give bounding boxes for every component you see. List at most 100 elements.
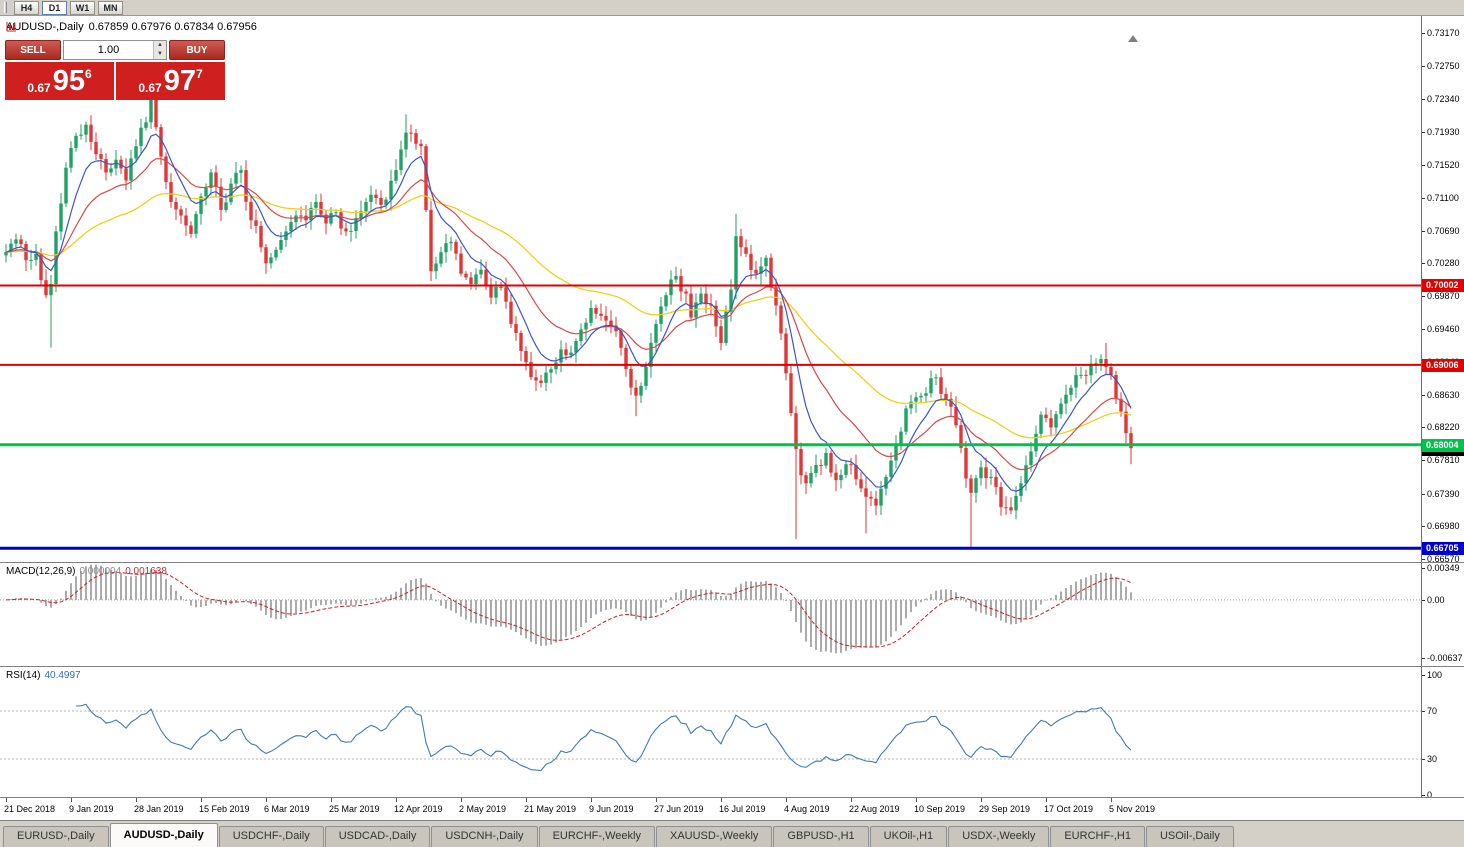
date-axis-label: 4 Aug 2019 (784, 804, 830, 814)
volume-value[interactable]: 1.00 (97, 44, 120, 56)
price-axis-label: 0.71520 (1427, 160, 1460, 170)
chart-tab[interactable]: USDCNH-,Daily (431, 826, 538, 847)
macd-axis-tick (1422, 600, 1425, 601)
date-axis-tick (266, 798, 267, 802)
bid-price-pips: 95 (52, 65, 85, 97)
chart-tab[interactable]: AUDUSD-,Daily (109, 823, 218, 847)
rsi-axis[interactable]: 100 70 30 0 (1421, 667, 1464, 800)
price-chart-panel: 0.73170 0.72750 0.72340 0.71930 0.71520 0.711… (0, 16, 1464, 564)
rsi-axis-tick (1422, 759, 1425, 760)
chart-tab[interactable]: USDX-,Weekly (948, 826, 1050, 847)
date-axis-label: 27 Jun 2019 (654, 804, 704, 814)
date-axis-label: 10 Sep 2019 (914, 804, 966, 814)
date-axis-label: 22 Aug 2019 (849, 804, 900, 814)
macd-histogram (10, 564, 1132, 654)
panel-splitter[interactable] (0, 797, 1464, 798)
sell-button[interactable]: SELL (5, 40, 61, 60)
price-axis-tick (1422, 132, 1425, 133)
price-axis-label: 0.68630 (1427, 390, 1460, 400)
chart-tab[interactable]: EURUSD-,Daily (3, 826, 109, 847)
horizontal-levels[interactable] (0, 284, 1421, 550)
price-level-badge: 0.68004 (1422, 439, 1464, 452)
price-axis-label: 0.66980 (1427, 521, 1460, 531)
date-axis-tick (396, 798, 397, 802)
rsi-label: RSI(14) 40.4997 (6, 670, 81, 681)
one-click-price-row: 0.67 95 6 0.67 97 7 (5, 62, 225, 100)
chart-tab[interactable]: USOil-,Daily (1145, 826, 1234, 847)
price-axis-label: 0.71930 (1427, 127, 1460, 137)
price-axis[interactable]: 0.73170 0.72750 0.72340 0.71930 0.71520 0.711… (1421, 16, 1464, 564)
rsi-canvas[interactable] (0, 667, 1421, 797)
volume-field[interactable]: 1.00 ▲ ▼ (63, 40, 167, 60)
volume-down-arrow[interactable]: ▼ (154, 50, 166, 59)
price-axis-label: 0.67810 (1427, 455, 1460, 465)
bid-price[interactable]: 0.67 95 6 (5, 62, 114, 100)
price-axis-label: 0.69460 (1427, 324, 1460, 334)
price-level-badge: 0.66705 (1422, 542, 1464, 555)
date-axis-tick (136, 798, 137, 802)
chart-tab[interactable]: GBPUSD-,H1 (773, 826, 869, 847)
date-axis-label: 17 Oct 2019 (1044, 804, 1094, 814)
date-axis-label: 16 Jul 2019 (719, 804, 766, 814)
price-level-badge: 0.69006 (1422, 359, 1464, 372)
timeframe-button-mn[interactable]: MN (98, 0, 123, 15)
macd-indicator-name: MACD(12,26,9) (6, 566, 76, 577)
ask-price-prefix: 0.67 (138, 81, 162, 95)
rsi-indicator-name: RSI(14) (6, 670, 41, 681)
buy-button[interactable]: BUY (169, 40, 225, 60)
date-axis-label: 25 Mar 2019 (329, 804, 380, 814)
price-axis-label: 0.70690 (1427, 226, 1460, 236)
date-axis-tick (71, 798, 72, 802)
volume-up-arrow[interactable]: ▲ (154, 41, 166, 50)
chart-tab[interactable]: UKOil-,H1 (869, 826, 948, 847)
price-axis-tick (1422, 263, 1425, 264)
date-axis-tick (851, 798, 852, 802)
date-axis-tick (916, 798, 917, 802)
date-axis-label: 21 May 2019 (524, 804, 577, 814)
date-axis-label: 2 May 2019 (459, 804, 507, 814)
ma-fast-line (5, 133, 1132, 492)
price-axis-tick (1422, 231, 1425, 232)
bid-price-prefix: 0.67 (27, 81, 51, 95)
date-axis[interactable]: 21 Dec 2018 9 Jan 2019 28 Jan 2019 15 Feb 2… (0, 798, 1464, 820)
rsi-axis-label: 0 (1427, 790, 1433, 800)
price-chart-canvas[interactable] (0, 16, 1421, 562)
one-click-trading-widget: SELL 1.00 ▲ ▼ BUY 0.67 95 6 0.67 97 7 (5, 40, 225, 100)
chart-tab[interactable]: USDCHF-,Daily (218, 826, 324, 847)
date-axis-label: 9 Jun 2019 (589, 804, 634, 814)
price-axis-tick (1422, 559, 1425, 560)
macd-axis[interactable]: 0.00349 0.00 -0.00637 (1421, 563, 1464, 666)
timeframe-button-d1[interactable]: D1 (42, 0, 67, 15)
panel-splitter[interactable] (0, 666, 1464, 667)
chart-tab-bar: EURUSD-,Daily AUDUSD-,Daily USDCHF-,Daily U… (0, 820, 1464, 847)
macd-canvas[interactable] (0, 563, 1421, 666)
chart-tab[interactable]: XAUUSD-,Weekly (655, 826, 773, 847)
date-axis-tick (526, 798, 527, 802)
chart-shift-marker[interactable] (1128, 35, 1138, 42)
price-axis-tick (1422, 427, 1425, 428)
price-axis-tick (1422, 329, 1425, 330)
chart-tab[interactable]: EURCHF-,H1 (1050, 826, 1145, 847)
toolbar-grip[interactable] (4, 2, 7, 13)
ask-price[interactable]: 0.67 97 7 (116, 62, 225, 100)
date-axis-tick (1046, 798, 1047, 802)
chart-tab[interactable]: USDCAD-,Daily (324, 826, 431, 847)
chart-ohlc-header: AUDUSD-,Daily 0.67859 0.67976 0.67834 0.… (6, 21, 257, 33)
rsi-axis-label: 70 (1427, 706, 1438, 716)
panel-splitter[interactable] (0, 562, 1464, 563)
price-axis-tick (1422, 99, 1425, 100)
price-axis-tick (1422, 198, 1425, 199)
timeframe-button-w1[interactable]: W1 (70, 0, 95, 15)
chart-tab[interactable]: EURCHF-,Weekly (538, 826, 655, 847)
date-axis-label: 29 Sep 2019 (979, 804, 1031, 814)
date-axis-label: 9 Jan 2019 (69, 804, 114, 814)
chart-ohlc-values: 0.67859 0.67976 0.67834 0.67956 (88, 21, 257, 33)
ma-medium-line (5, 157, 1132, 471)
date-axis-tick (6, 798, 7, 802)
ma-slow-line (5, 193, 1132, 439)
macd-panel: 0.00349 0.00 -0.00637 MACD(12,26,9) 0.00000… (0, 563, 1464, 666)
date-axis-label: 28 Jan 2019 (134, 804, 184, 814)
rsi-axis-tick (1422, 675, 1425, 676)
timeframe-button-h4[interactable]: H4 (14, 0, 39, 15)
